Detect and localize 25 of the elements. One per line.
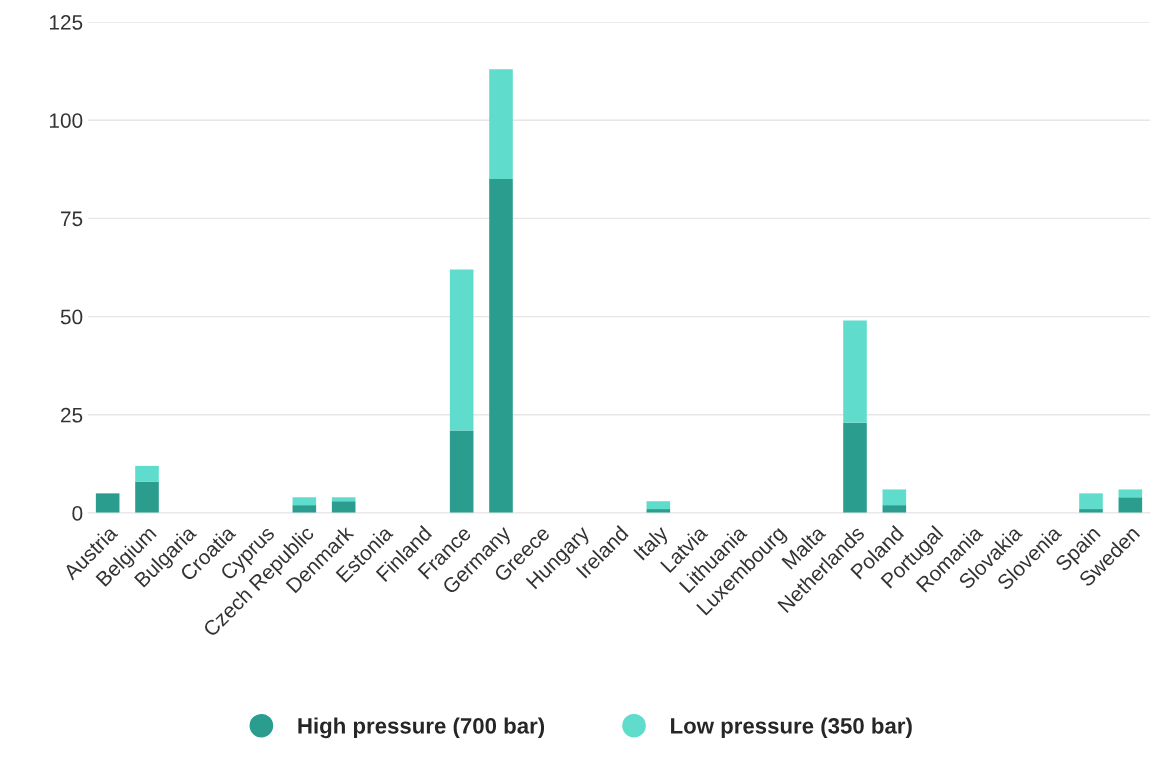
bar bbox=[331, 501, 356, 513]
bar bbox=[135, 481, 159, 513]
bar bbox=[882, 489, 907, 506]
bar bbox=[843, 422, 867, 513]
bar bbox=[135, 465, 159, 482]
bar bbox=[843, 320, 867, 423]
legend-label: High pressure (700 bar) bbox=[298, 717, 545, 739]
y-tick-label: 100 bbox=[49, 113, 83, 128]
bar bbox=[292, 497, 317, 506]
bar bbox=[489, 69, 513, 180]
bar bbox=[646, 501, 671, 510]
bar bbox=[449, 269, 474, 431]
bar bbox=[449, 430, 474, 513]
bar bbox=[1079, 493, 1103, 510]
bar bbox=[95, 493, 120, 513]
y-tick-label: 125 bbox=[49, 15, 83, 30]
y-tick-label: 0 bbox=[72, 506, 83, 521]
bar bbox=[331, 497, 356, 502]
bar bbox=[1118, 489, 1143, 498]
bar bbox=[1118, 497, 1143, 513]
y-tick-label: 50 bbox=[60, 309, 83, 325]
y-tick-label: 75 bbox=[61, 211, 83, 227]
y-tick-label: 25 bbox=[61, 407, 83, 423]
legend-label: Low pressure (350 bar) bbox=[671, 717, 912, 739]
bar bbox=[489, 179, 513, 513]
